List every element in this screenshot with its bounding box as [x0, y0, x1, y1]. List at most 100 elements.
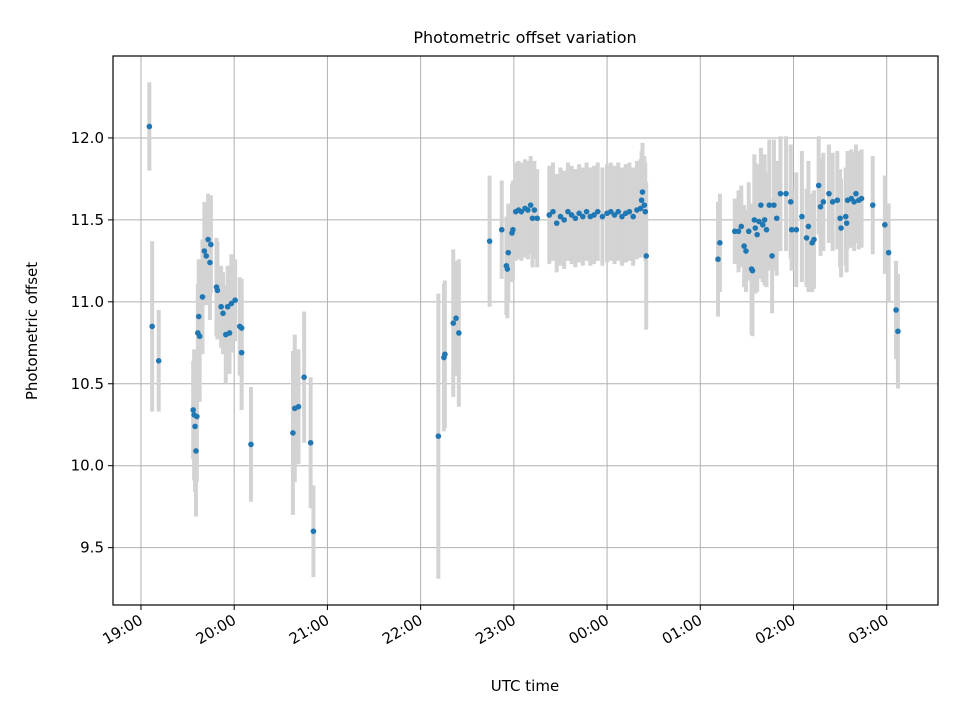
y-tick-label: 10.5: [71, 375, 104, 393]
data-point: [619, 213, 625, 220]
data-point: [214, 287, 221, 294]
data-point: [787, 199, 794, 205]
data-point: [858, 195, 865, 202]
data-point: [591, 212, 597, 218]
data-point: [853, 190, 859, 197]
data-point: [752, 225, 759, 231]
data-point: [843, 220, 850, 226]
data-point: [771, 202, 777, 208]
data-point: [735, 228, 742, 235]
data-point: [505, 249, 512, 256]
data-point: [882, 221, 888, 228]
data-point: [226, 330, 233, 336]
data-point: [766, 202, 773, 208]
data-points: [146, 123, 901, 535]
data-point: [826, 190, 832, 197]
data-point: [829, 199, 836, 205]
data-point: [743, 248, 749, 254]
data-point: [815, 182, 822, 189]
data-point: [783, 190, 789, 197]
data-point: [642, 208, 649, 215]
y-tick-label: 9.5: [80, 539, 104, 557]
x-axis-label: UTC time: [491, 677, 559, 695]
data-point: [510, 226, 516, 233]
data-point: [435, 433, 442, 440]
x-tick-label: 23:00: [472, 611, 518, 648]
data-point: [557, 213, 564, 220]
data-point: [607, 208, 614, 215]
data-point: [228, 300, 235, 307]
data-point: [201, 248, 208, 254]
data-point: [576, 210, 582, 217]
data-point: [218, 303, 224, 310]
data-point: [763, 226, 770, 233]
data-point: [793, 226, 800, 233]
data-point: [751, 217, 758, 223]
data-point: [626, 208, 633, 215]
data-point: [307, 439, 314, 446]
data-point: [583, 208, 590, 215]
y-tick-label: 10.0: [71, 457, 104, 475]
data-point: [851, 199, 857, 205]
data-point: [594, 208, 601, 215]
data-point: [820, 199, 827, 205]
data-point: [208, 241, 214, 248]
data-point: [643, 253, 650, 259]
data-point: [599, 213, 606, 220]
data-point: [759, 221, 766, 228]
data-point: [248, 441, 254, 448]
data-point: [310, 528, 317, 535]
data-point: [615, 208, 622, 215]
data-point: [190, 407, 196, 413]
y-tick-label: 11.5: [71, 211, 104, 229]
data-point: [238, 325, 245, 331]
data-point: [741, 243, 747, 249]
data-point: [717, 240, 723, 246]
data-point: [738, 223, 745, 230]
data-point: [572, 215, 579, 222]
data-point: [895, 328, 901, 335]
data-point: [630, 213, 636, 220]
data-point: [553, 220, 560, 226]
data-point: [504, 266, 511, 272]
data-point: [758, 202, 764, 208]
data-point: [811, 236, 817, 243]
data-point: [561, 217, 567, 223]
x-tick-label: 01:00: [659, 611, 705, 648]
data-point: [486, 238, 493, 244]
data-point: [450, 320, 457, 326]
data-point: [799, 213, 805, 220]
data-point: [745, 228, 752, 235]
data-point: [761, 217, 768, 223]
data-point: [194, 413, 200, 420]
y-axis-ticks: 9.5 10.0 10.5 11.0 11.5 12.0: [71, 129, 113, 557]
data-point: [525, 207, 531, 213]
x-tick-label: 20:00: [193, 611, 239, 648]
data-point: [550, 208, 556, 215]
data-point: [205, 236, 211, 243]
data-point: [192, 423, 198, 430]
data-point: [456, 330, 462, 336]
data-point: [195, 313, 202, 320]
x-tick-label: 22:00: [379, 611, 425, 648]
data-point: [238, 349, 245, 356]
data-point: [295, 403, 302, 410]
data-point: [442, 351, 448, 358]
data-point: [203, 253, 210, 259]
plot-frame: [112, 55, 939, 606]
data-point: [196, 333, 203, 340]
error-bars: [147, 82, 900, 579]
data-point: [777, 190, 784, 197]
data-point: [715, 256, 721, 263]
data-point: [756, 218, 762, 225]
data-point: [838, 225, 844, 231]
data-point: [193, 448, 199, 454]
data-point: [803, 235, 810, 241]
data-point: [805, 223, 812, 230]
data-point: [837, 215, 843, 222]
data-point: [580, 213, 586, 220]
data-point: [155, 358, 162, 364]
data-point: [817, 203, 824, 210]
data-point: [869, 202, 876, 208]
